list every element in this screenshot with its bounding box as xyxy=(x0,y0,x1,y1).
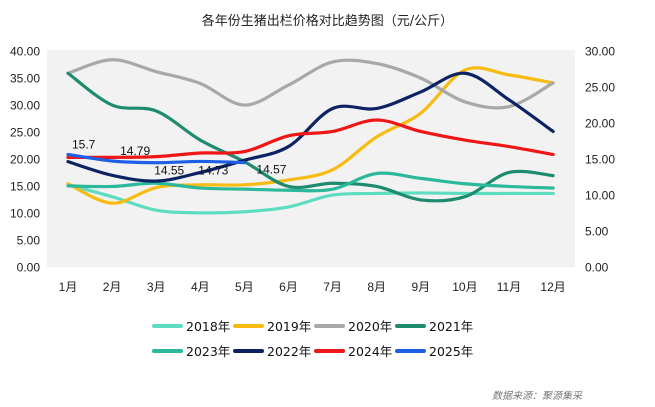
right-axis-tick: 20.00 xyxy=(585,117,615,131)
legend-swatch xyxy=(152,323,183,328)
legend-swatch xyxy=(395,323,426,328)
left-axis-tick: 35.00 xyxy=(10,72,40,86)
series-2018年 xyxy=(66,183,555,215)
left-axis-tick: 20.00 xyxy=(10,153,40,167)
right-axis-tick: 0.00 xyxy=(585,260,609,274)
series-2024年 xyxy=(66,118,555,159)
x-axis-tick: 6月 xyxy=(279,280,298,294)
left-axis-tick: 5.00 xyxy=(17,233,41,247)
data-label: 14.73 xyxy=(198,163,228,177)
legend-swatch xyxy=(233,323,264,328)
legend-label: 2021年 xyxy=(429,319,474,334)
legend-label: 2018年 xyxy=(186,319,231,334)
right-axis-tick: 30.00 xyxy=(585,45,615,59)
legend-item: 2022年 xyxy=(233,341,314,360)
left-axis-tick: 0.00 xyxy=(17,260,41,274)
legend-label: 2023年 xyxy=(186,344,231,359)
legend-item: 2023年 xyxy=(152,341,233,360)
series-2020年 xyxy=(66,58,555,110)
legend-label: 2025年 xyxy=(429,344,474,359)
series-2023年 xyxy=(66,171,555,193)
series-line xyxy=(66,58,555,110)
series-line xyxy=(66,66,555,205)
series-2021年 xyxy=(66,71,555,203)
x-axis-tick: 2月 xyxy=(103,280,122,294)
legend-swatch xyxy=(314,348,345,353)
legend-label: 2022年 xyxy=(267,344,312,359)
series-line xyxy=(66,71,555,183)
series-line xyxy=(66,152,246,165)
legend-item: 2020年 xyxy=(314,316,395,335)
legend-label: 2020年 xyxy=(348,319,393,334)
x-axis-tick: 8月 xyxy=(367,280,386,294)
legend-item: 2024年 xyxy=(314,341,395,360)
legend-swatch xyxy=(395,348,426,353)
legend-swatch xyxy=(152,348,183,353)
data-label: 15.7 xyxy=(72,137,96,151)
legend-item: 2025年 xyxy=(395,341,476,360)
x-axis-tick: 7月 xyxy=(323,280,342,294)
left-axis-tick: 15.00 xyxy=(10,179,40,193)
series-line xyxy=(66,71,555,203)
legend-item: 2018年 xyxy=(152,316,233,335)
series-line xyxy=(66,171,555,193)
series-2022年 xyxy=(66,71,555,183)
x-axis-tick: 10月 xyxy=(452,280,477,294)
series-line xyxy=(66,118,555,159)
x-axis-tick: 9月 xyxy=(411,280,430,294)
legend-swatch xyxy=(314,323,345,328)
legend-label: 2024年 xyxy=(348,344,393,359)
left-axis-tick: 30.00 xyxy=(10,99,40,113)
x-axis-tick: 11月 xyxy=(497,280,521,294)
source-note: 数据来源：聚源集采 xyxy=(492,391,582,402)
legend-item: 2019年 xyxy=(233,316,314,335)
series-2025年: 15.7 14.79 14.55 14.73 14.57 xyxy=(66,137,287,178)
x-axis-tick: 12月 xyxy=(540,280,565,294)
series-line xyxy=(66,183,555,215)
x-axis-tick: 1月 xyxy=(59,280,78,294)
x-axis-tick: 5月 xyxy=(235,280,254,294)
right-axis-tick: 5.00 xyxy=(585,224,609,238)
legend-swatch xyxy=(233,348,264,353)
right-axis-tick: 15.00 xyxy=(585,153,615,167)
legend: 2018年 2019年 2020年 2021年 2023年 2022年 2024年 2025年 xyxy=(152,316,476,360)
chart-title: 各年份生猪出栏价格对比趋势图（元/公斤） xyxy=(201,14,454,29)
left-axis-tick: 10.00 xyxy=(10,206,40,220)
right-axis-tick: 25.00 xyxy=(585,81,615,95)
left-axis-tick: 40.00 xyxy=(10,45,40,59)
x-axis-tick: 4月 xyxy=(191,280,210,294)
data-label: 14.79 xyxy=(120,144,150,158)
legend-label: 2019年 xyxy=(267,319,312,334)
right-axis-tick: 10.00 xyxy=(585,188,615,202)
legend-item: 2021年 xyxy=(395,316,476,335)
data-label: 14.55 xyxy=(154,164,184,178)
series-2019年 xyxy=(66,66,555,205)
left-axis-tick: 25.00 xyxy=(10,126,40,140)
x-axis-tick: 3月 xyxy=(147,280,166,294)
data-label: 14.57 xyxy=(256,163,286,177)
